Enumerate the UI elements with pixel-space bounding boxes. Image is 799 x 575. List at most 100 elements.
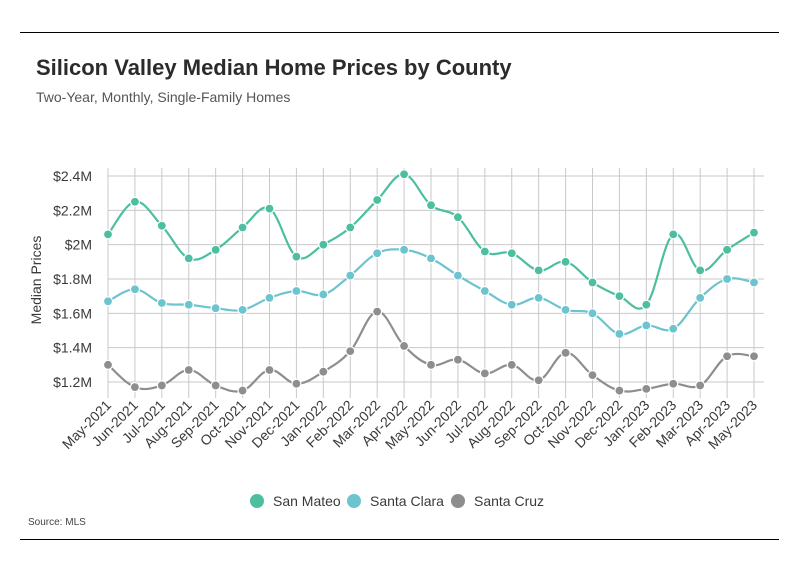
data-point-santa-cruz xyxy=(264,364,275,376)
data-point-san-mateo xyxy=(318,239,329,250)
data-point-santa-clara xyxy=(721,273,733,285)
legend-label: San Mateo xyxy=(273,493,341,509)
data-point-santa-clara xyxy=(291,285,302,297)
y-axis-ticks: $1.2M $1.4M $1.6M $1.8M $2M $2.2M $2.4M xyxy=(53,168,92,390)
data-point-santa-cruz xyxy=(641,383,652,394)
chart-title: Silicon Valley Median Home Prices by Cou… xyxy=(36,55,512,80)
data-point-san-mateo xyxy=(587,277,598,288)
data-point-san-mateo xyxy=(372,194,383,206)
data-point-santa-cruz xyxy=(156,380,167,391)
data-point-santa-cruz xyxy=(345,346,356,357)
data-point-san-mateo xyxy=(264,203,275,214)
data-point-santa-clara xyxy=(102,296,114,307)
data-point-santa-clara xyxy=(398,244,410,255)
data-point-santa-clara xyxy=(452,270,464,281)
y-tick-label: $2M xyxy=(65,237,92,253)
data-point-santa-clara xyxy=(668,323,679,334)
data-point-santa-cruz xyxy=(748,351,760,362)
series-santa-cruz xyxy=(102,306,760,396)
y-tick-label: $2.2M xyxy=(53,202,92,218)
data-point-san-mateo xyxy=(721,244,733,255)
data-point-santa-cruz xyxy=(183,364,194,376)
data-point-san-mateo xyxy=(614,291,625,302)
legend: San Mateo Santa Clara Santa Cruz xyxy=(250,493,544,509)
legend-item-san-mateo: San Mateo xyxy=(250,493,341,509)
y-tick-label: $1.8M xyxy=(53,271,92,287)
bottom-rule xyxy=(20,539,779,540)
data-point-santa-cruz xyxy=(398,340,410,352)
data-point-santa-cruz xyxy=(237,385,248,396)
data-point-san-mateo xyxy=(479,246,490,257)
data-point-santa-clara xyxy=(533,292,544,303)
data-point-santa-cruz xyxy=(695,380,706,391)
series-san-mateo xyxy=(102,169,760,310)
data-point-santa-clara xyxy=(372,248,383,259)
y-tick-label: $1.6M xyxy=(53,305,92,321)
data-point-santa-clara xyxy=(560,304,571,315)
data-point-santa-clara xyxy=(210,303,221,314)
data-point-santa-cruz xyxy=(479,368,490,379)
legend-item-santa-cruz: Santa Cruz xyxy=(451,493,544,509)
series-lines xyxy=(102,169,760,396)
y-axis-label: Median Prices xyxy=(28,236,44,325)
data-point-san-mateo xyxy=(425,200,437,211)
data-point-santa-cruz xyxy=(318,366,329,377)
top-rule xyxy=(20,32,779,33)
data-point-santa-clara xyxy=(129,284,141,295)
data-point-santa-clara xyxy=(156,297,167,309)
data-point-santa-clara xyxy=(237,304,248,315)
data-point-santa-cruz xyxy=(452,354,464,365)
grid xyxy=(107,168,764,398)
data-point-san-mateo xyxy=(237,222,248,233)
data-point-santa-clara xyxy=(264,292,275,303)
data-point-santa-clara xyxy=(506,299,517,310)
data-point-santa-clara xyxy=(641,320,652,331)
data-point-san-mateo xyxy=(641,299,652,310)
data-point-santa-cruz xyxy=(129,382,141,393)
data-point-santa-cruz xyxy=(668,378,679,389)
legend-item-santa-clara: Santa Clara xyxy=(347,493,444,509)
legend-marker xyxy=(347,494,361,508)
legend-marker xyxy=(451,494,465,508)
data-point-san-mateo xyxy=(156,220,167,231)
data-point-santa-cruz xyxy=(372,306,383,317)
data-point-san-mateo xyxy=(506,248,517,259)
data-point-san-mateo xyxy=(183,253,194,264)
data-point-santa-cruz xyxy=(721,351,733,362)
source-note: Source: MLS xyxy=(28,517,86,528)
data-point-santa-clara xyxy=(183,299,194,310)
data-point-santa-clara xyxy=(318,289,329,300)
data-point-santa-cruz xyxy=(560,347,571,358)
chart-subtitle: Two-Year, Monthly, Single-Family Homes xyxy=(36,89,291,105)
data-point-san-mateo xyxy=(129,196,141,207)
series-santa-clara xyxy=(102,244,760,340)
data-point-san-mateo xyxy=(668,229,679,240)
data-point-santa-clara xyxy=(748,277,760,288)
data-point-santa-cruz xyxy=(102,359,114,370)
data-point-san-mateo xyxy=(695,265,706,276)
data-point-santa-cruz xyxy=(614,385,625,396)
data-point-santa-clara xyxy=(479,285,490,297)
data-point-santa-clara xyxy=(695,292,706,303)
data-point-san-mateo xyxy=(398,169,410,180)
data-point-san-mateo xyxy=(102,229,114,240)
data-point-santa-clara xyxy=(587,308,598,319)
legend-label: Santa Clara xyxy=(370,493,444,509)
data-point-santa-clara xyxy=(345,270,356,281)
data-point-san-mateo xyxy=(452,212,464,223)
data-point-san-mateo xyxy=(560,256,571,267)
legend-label: Santa Cruz xyxy=(474,493,544,509)
data-point-santa-cruz xyxy=(533,375,544,386)
data-point-san-mateo xyxy=(210,244,221,255)
y-tick-label: $2.4M xyxy=(53,168,92,184)
data-point-santa-cruz xyxy=(291,378,302,389)
data-point-san-mateo xyxy=(748,227,760,238)
y-tick-label: $1.4M xyxy=(53,340,92,356)
data-point-santa-cruz xyxy=(587,370,598,381)
data-point-san-mateo xyxy=(533,265,544,276)
data-point-santa-cruz xyxy=(425,359,437,370)
y-tick-label: $1.2M xyxy=(53,374,92,390)
data-point-santa-cruz xyxy=(506,359,517,370)
data-point-san-mateo xyxy=(291,251,302,262)
